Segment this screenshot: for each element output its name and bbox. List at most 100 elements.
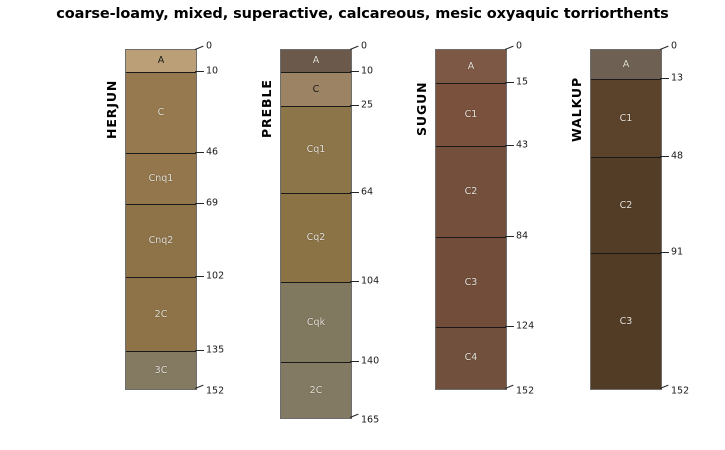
depth-tick-label: 13 — [671, 72, 684, 84]
depth-tick — [349, 45, 359, 50]
horizon-label: C3 — [619, 315, 633, 327]
depth-tick-label: 69 — [206, 197, 219, 209]
depth-tick-label: 10 — [206, 65, 219, 77]
depth-tick-label: 46 — [206, 145, 219, 157]
horizon-label: C2 — [619, 199, 633, 211]
depth-tick — [195, 276, 204, 278]
profile-label-preble: PREBLE — [259, 79, 274, 139]
depth-tick — [505, 144, 514, 146]
horizon-segment[interactable]: A — [126, 50, 196, 73]
horizon-label: C — [157, 107, 165, 119]
depth-tick-label: 0 — [361, 40, 368, 52]
horizon-segment[interactable]: Cqk — [281, 281, 351, 363]
depth-tick-label: 152 — [206, 385, 225, 397]
horizon-segment[interactable]: C3 — [436, 237, 506, 327]
profile-column-herjun: A C Cnq1 Cnq2 2C 3C — [125, 49, 197, 390]
profile-label-walkup: WALKUP — [569, 76, 584, 142]
profile-column-preble: A C Cq1 Cq2 Cqk 2C — [280, 49, 352, 419]
depth-tick-label: 0 — [516, 40, 523, 52]
depth-tick-label: 0 — [206, 40, 213, 52]
horizon-label: Cq2 — [306, 232, 326, 244]
depth-tick-label: 165 — [361, 414, 380, 426]
horizon-label: Cnq2 — [148, 235, 174, 247]
horizon-label: C1 — [619, 112, 633, 124]
page-title: coarse-loamy, mixed, superactive, calcar… — [56, 6, 669, 22]
profile-column-walkup: A C1 C2 C3 — [590, 49, 662, 390]
depth-tick — [195, 71, 204, 73]
horizon-segment[interactable]: 2C — [126, 277, 196, 352]
horizon-segment[interactable]: C — [281, 72, 351, 106]
depth-tick-label: 64 — [361, 185, 374, 197]
horizon-label: A — [467, 60, 475, 72]
depth-tick — [660, 156, 669, 158]
horizon-segment[interactable]: C — [126, 72, 196, 153]
profile-label-herjun: HERJUN — [104, 79, 119, 139]
soil-profile-herjun: HERJUN A C Cnq1 Cnq2 2C 3C 0 10 46 69 102 135 152 — [100, 0, 260, 450]
horizon-label: Cnq1 — [148, 172, 174, 184]
soil-profile-walkup: WALKUP A C1 C2 C3 0 13 48 91 152 — [565, 0, 725, 450]
horizon-segment[interactable]: C2 — [436, 145, 506, 238]
horizon-label: 2C — [154, 308, 168, 320]
horizon-label: A — [622, 58, 630, 70]
profile-label-sugun: SUGUN — [414, 81, 429, 137]
depth-tick-label: 104 — [361, 275, 380, 287]
horizon-segment[interactable]: Cnq2 — [126, 203, 196, 278]
depth-tick — [505, 325, 514, 327]
horizon-segment[interactable]: 3C — [126, 351, 196, 389]
horizon-label: C4 — [464, 352, 478, 364]
horizon-label: C — [312, 83, 320, 95]
horizon-label: C1 — [464, 109, 478, 121]
depth-tick-label: 25 — [361, 99, 374, 110]
horizon-label: C3 — [464, 276, 478, 288]
horizon-segment[interactable]: C4 — [436, 326, 506, 389]
horizon-segment[interactable]: 2C — [281, 362, 351, 418]
depth-tick — [660, 251, 669, 253]
depth-tick — [195, 350, 204, 352]
depth-tick-label: 43 — [516, 139, 529, 151]
depth-tick — [660, 77, 669, 79]
horizon-label: Cqk — [306, 316, 326, 328]
depth-tick-label: 91 — [671, 246, 684, 258]
depth-tick — [504, 45, 514, 50]
horizon-segment[interactable]: Cnq1 — [126, 152, 196, 204]
horizon-segment[interactable]: C2 — [591, 157, 661, 253]
horizon-label: 2C — [309, 384, 323, 396]
horizon-label: 3C — [154, 364, 168, 376]
soil-profile-sugun: SUGUN A C1 C2 C3 C4 0 15 43 84 124 152 — [410, 0, 570, 450]
depth-tick-label: 48 — [671, 150, 684, 162]
horizon-label: C2 — [464, 186, 478, 198]
horizon-segment[interactable]: A — [591, 50, 661, 79]
depth-tick — [350, 191, 359, 193]
depth-tick-label: 102 — [206, 270, 225, 282]
horizon-segment[interactable]: A — [436, 50, 506, 84]
horizon-segment[interactable]: Cq1 — [281, 105, 351, 193]
horizon-label: Cq1 — [306, 143, 326, 155]
depth-tick — [194, 45, 204, 50]
depth-tick — [350, 71, 359, 73]
depth-tick-label: 140 — [361, 355, 380, 367]
depth-tick-label: 152 — [516, 385, 535, 397]
depth-tick — [505, 236, 514, 238]
depth-tick — [350, 361, 359, 363]
horizon-segment[interactable]: C3 — [591, 252, 661, 389]
profile-column-sugun: A C1 C2 C3 C4 — [435, 49, 507, 390]
horizon-segment[interactable]: Cq2 — [281, 192, 351, 282]
depth-tick — [659, 45, 669, 50]
depth-tick-label: 152 — [671, 385, 690, 397]
depth-tick-label: 135 — [206, 344, 225, 356]
depth-tick-label: 0 — [671, 40, 678, 52]
horizon-segment[interactable]: C1 — [591, 78, 661, 158]
depth-tick — [350, 280, 359, 282]
depth-tick — [505, 82, 514, 84]
depth-tick — [350, 104, 359, 106]
depth-tick-label: 10 — [361, 65, 374, 77]
horizon-label: A — [157, 55, 165, 67]
depth-tick-label: 84 — [516, 230, 529, 242]
depth-tick — [195, 202, 204, 204]
depth-tick — [195, 151, 204, 153]
depth-tick-label: 15 — [516, 76, 529, 88]
horizon-label: A — [312, 55, 320, 67]
horizon-segment[interactable]: C1 — [436, 83, 506, 146]
horizon-segment[interactable]: A — [281, 50, 351, 73]
